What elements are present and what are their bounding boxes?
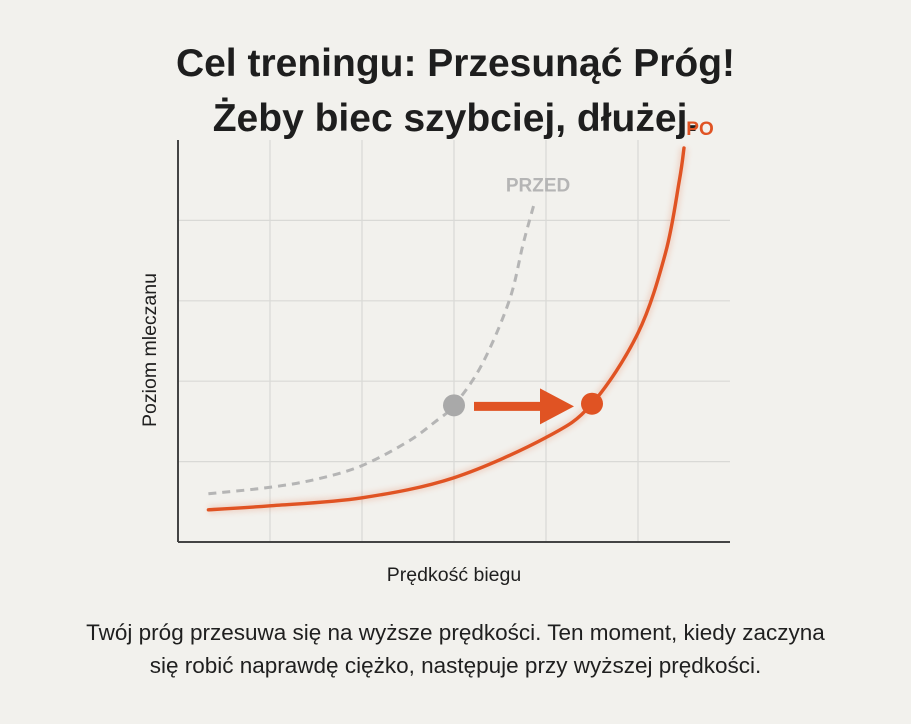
markers <box>443 388 603 425</box>
axes <box>177 140 730 543</box>
page-title: Cel treningu: Przesunąć Próg! Żeby biec … <box>0 36 911 146</box>
series-przed-line <box>208 203 536 496</box>
title-line-1: Cel treningu: Przesunąć Próg! <box>175 42 736 85</box>
series-po-glow <box>208 147 688 514</box>
series-label-przed: PRZED <box>506 175 570 196</box>
x-axis-label: Prędkość biegu <box>387 564 521 586</box>
caption: Twój próg przesuwa się na wyższe prędkoś… <box>0 616 911 682</box>
series: PRZED PO <box>206 119 714 514</box>
caption-line-2: się robić naprawdę ciężko, następuje prz… <box>149 653 762 678</box>
y-axis-label: Poziom mleczanu <box>139 273 161 427</box>
shift-arrow-head <box>540 388 574 425</box>
grid <box>178 140 730 542</box>
series-label-po: PO <box>686 119 713 140</box>
title-line-2: Żeby biec szybciej, dłużej. <box>212 97 699 140</box>
caption-line-1: Twój próg przesuwa się na wyższe prędkoś… <box>86 620 825 645</box>
series-po-line <box>206 146 686 512</box>
point-przed <box>443 394 465 417</box>
point-po <box>581 392 603 415</box>
lactate-threshold-chart: PRZED PO Prędkość biegu Poziom mleczanu <box>139 119 730 586</box>
